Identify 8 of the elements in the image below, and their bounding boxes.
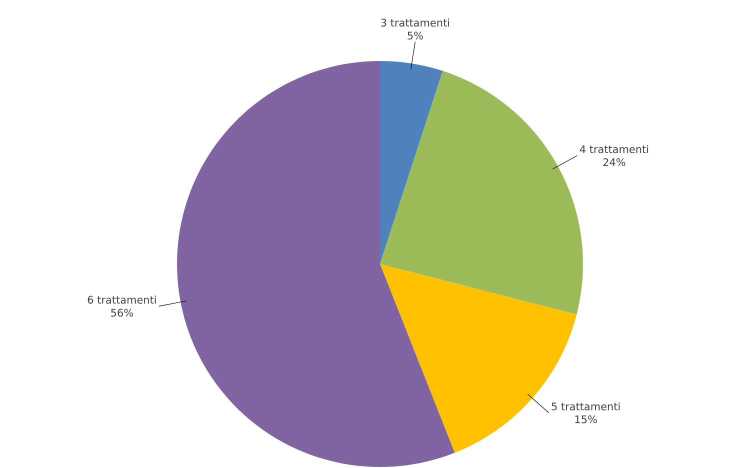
slice-label: 3 trattamenti [381, 18, 450, 27]
data-label: 24% [603, 158, 626, 166]
slice-label: 4 trattamenti [580, 145, 648, 154]
slice-label: 5 trattamenti [552, 402, 620, 410]
data-label: 15% [575, 415, 597, 424]
slice-label: 6 trattamenti [88, 296, 156, 304]
data-label: 56% [111, 308, 134, 317]
data-label: 5% [408, 32, 423, 40]
